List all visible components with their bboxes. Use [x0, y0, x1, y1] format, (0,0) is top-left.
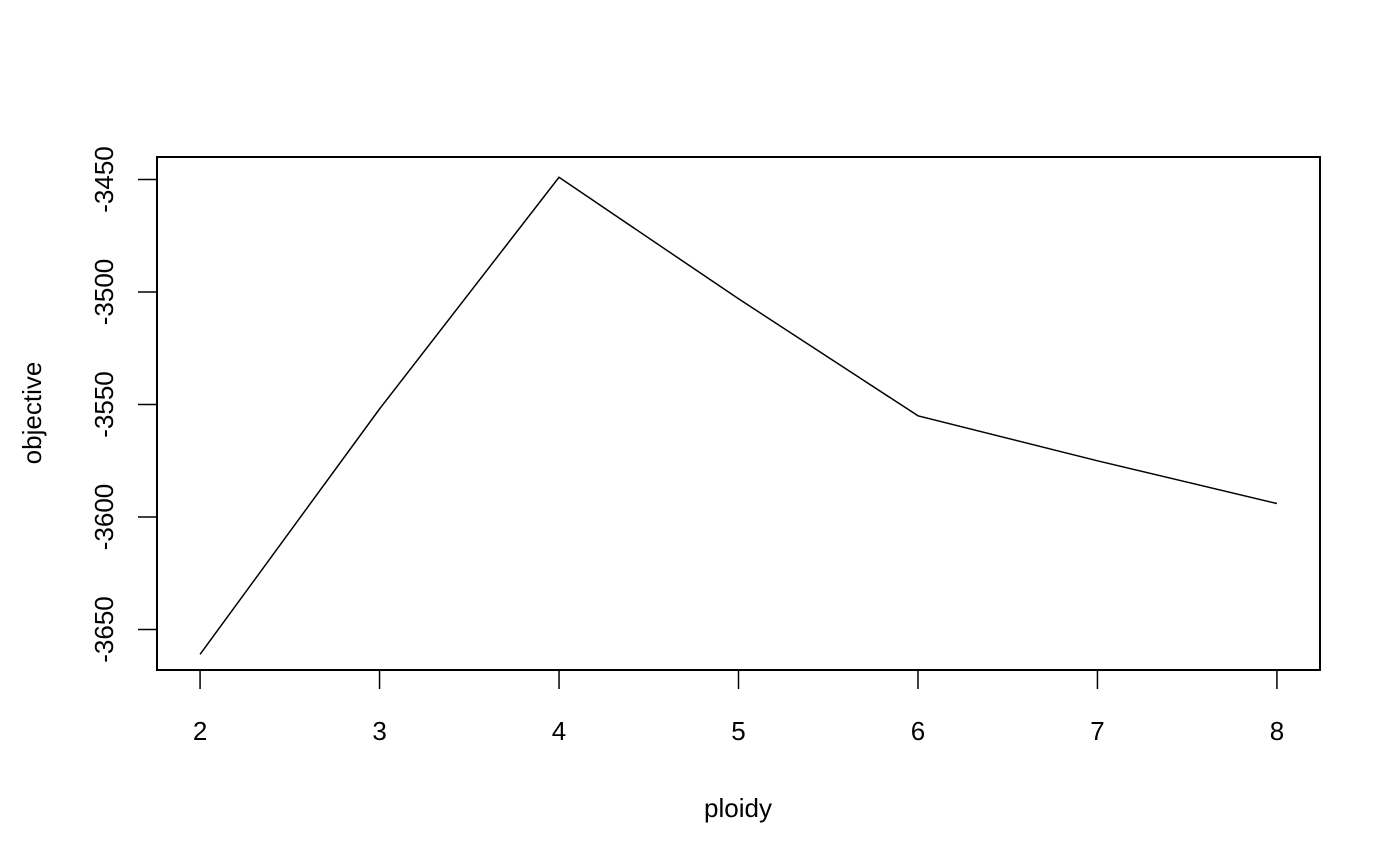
x-tick-label: 4 [552, 716, 566, 746]
data-point [1096, 459, 1099, 462]
x-tick-label: 5 [731, 716, 745, 746]
x-axis: 2 3 4 5 6 7 8 [193, 669, 1284, 746]
x-tick-label: 2 [193, 716, 207, 746]
y-tick-label: -3600 [89, 484, 119, 551]
data-point [737, 297, 740, 300]
y-axis-label: objective [17, 362, 47, 465]
series-line [199, 176, 1278, 655]
x-axis-label: ploidy [704, 793, 772, 823]
y-tick-label: -3550 [89, 371, 119, 438]
y-tick-label: -3500 [89, 259, 119, 326]
data-point [1275, 502, 1278, 505]
y-tick-label: -3450 [89, 146, 119, 213]
data-point [916, 414, 919, 417]
y-axis: -3650 -3600 -3550 -3500 -3450 [89, 146, 158, 663]
x-tick-label: 8 [1270, 716, 1284, 746]
data-point [378, 408, 381, 411]
x-tick-label: 7 [1090, 716, 1104, 746]
data-point [199, 653, 202, 656]
x-tick-label: 3 [372, 716, 386, 746]
data-point [558, 176, 561, 179]
x-tick-label: 6 [911, 716, 925, 746]
y-tick-label: -3650 [89, 596, 119, 663]
